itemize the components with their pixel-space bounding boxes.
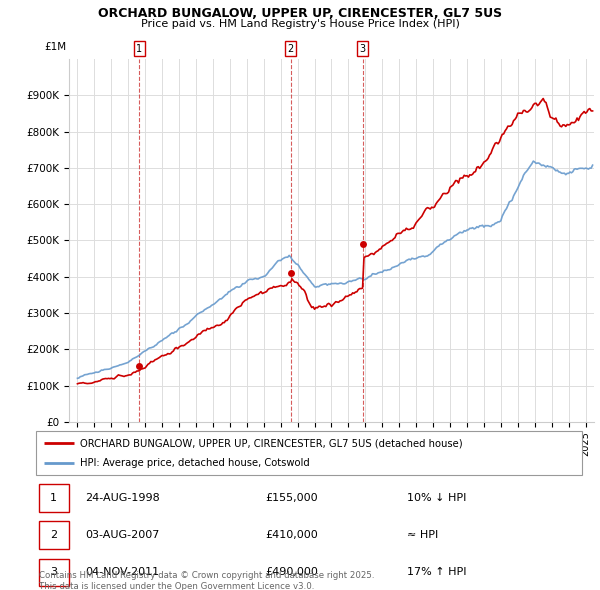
Bar (39, 522, 69, 549)
Text: 1: 1 (50, 493, 57, 503)
Text: 17% ↑ HPI: 17% ↑ HPI (407, 568, 467, 577)
Text: ORCHARD BUNGALOW, UPPER UP, CIRENCESTER, GL7 5US: ORCHARD BUNGALOW, UPPER UP, CIRENCESTER,… (98, 7, 502, 20)
Text: ≈ HPI: ≈ HPI (407, 530, 439, 540)
Text: ORCHARD BUNGALOW, UPPER UP, CIRENCESTER, GL7 5US (detached house): ORCHARD BUNGALOW, UPPER UP, CIRENCESTER,… (80, 438, 463, 448)
Bar (39, 484, 69, 512)
Text: 24-AUG-1998: 24-AUG-1998 (85, 493, 160, 503)
Text: 3: 3 (359, 44, 366, 54)
Bar (39, 559, 69, 586)
Text: 1: 1 (136, 44, 142, 54)
Text: £410,000: £410,000 (265, 530, 318, 540)
Text: £490,000: £490,000 (265, 568, 318, 577)
Text: HPI: Average price, detached house, Cotswold: HPI: Average price, detached house, Cots… (80, 458, 310, 468)
Text: 3: 3 (50, 568, 57, 577)
Text: Price paid vs. HM Land Registry's House Price Index (HPI): Price paid vs. HM Land Registry's House … (140, 19, 460, 29)
Text: 10% ↓ HPI: 10% ↓ HPI (407, 493, 467, 503)
Text: 2: 2 (50, 530, 58, 540)
Text: 2: 2 (287, 44, 294, 54)
Text: Contains HM Land Registry data © Crown copyright and database right 2025.
This d: Contains HM Land Registry data © Crown c… (39, 571, 374, 590)
Text: 04-NOV-2011: 04-NOV-2011 (85, 568, 159, 577)
Text: £1M: £1M (44, 42, 67, 52)
Text: 03-AUG-2007: 03-AUG-2007 (85, 530, 160, 540)
Text: £155,000: £155,000 (265, 493, 318, 503)
